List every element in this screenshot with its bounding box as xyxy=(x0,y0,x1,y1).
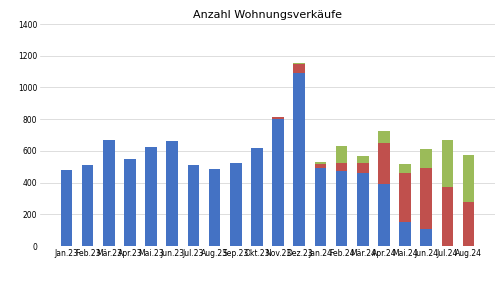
Bar xyxy=(462,202,474,246)
Bar xyxy=(230,163,241,246)
Bar xyxy=(442,140,453,187)
Legend: vor 30.06.2024 verbücherte Kaufverträge, Glaubhaft bis 30.09.2024, per 30.09.202: vor 30.06.2024 verbücherte Kaufverträge,… xyxy=(38,299,497,300)
Bar xyxy=(314,162,326,164)
Bar xyxy=(378,184,390,246)
Bar xyxy=(294,63,305,64)
Bar xyxy=(420,229,432,246)
Bar xyxy=(462,155,474,202)
Bar xyxy=(314,168,326,246)
Bar xyxy=(399,173,411,222)
Bar xyxy=(420,167,432,229)
Bar xyxy=(188,165,200,246)
Bar xyxy=(166,140,178,246)
Bar xyxy=(357,173,368,246)
Bar xyxy=(336,172,347,246)
Bar xyxy=(357,156,368,163)
Bar xyxy=(103,140,115,246)
Bar xyxy=(399,222,411,246)
Bar xyxy=(146,147,157,246)
Bar xyxy=(442,187,453,246)
Bar xyxy=(272,119,284,246)
Bar xyxy=(420,149,432,167)
Bar xyxy=(336,163,347,172)
Bar xyxy=(251,148,262,246)
Bar xyxy=(124,159,136,246)
Bar xyxy=(272,117,284,119)
Title: Anzahl Wohnungsverkäufe: Anzahl Wohnungsverkäufe xyxy=(193,11,342,20)
Bar xyxy=(399,164,411,173)
Bar xyxy=(378,143,390,184)
Bar xyxy=(294,64,305,73)
Bar xyxy=(336,146,347,163)
Bar xyxy=(294,73,305,246)
Bar xyxy=(209,169,220,246)
Bar xyxy=(378,131,390,143)
Bar xyxy=(357,163,368,173)
Bar xyxy=(314,164,326,168)
Bar xyxy=(60,170,72,246)
Bar xyxy=(82,165,94,246)
